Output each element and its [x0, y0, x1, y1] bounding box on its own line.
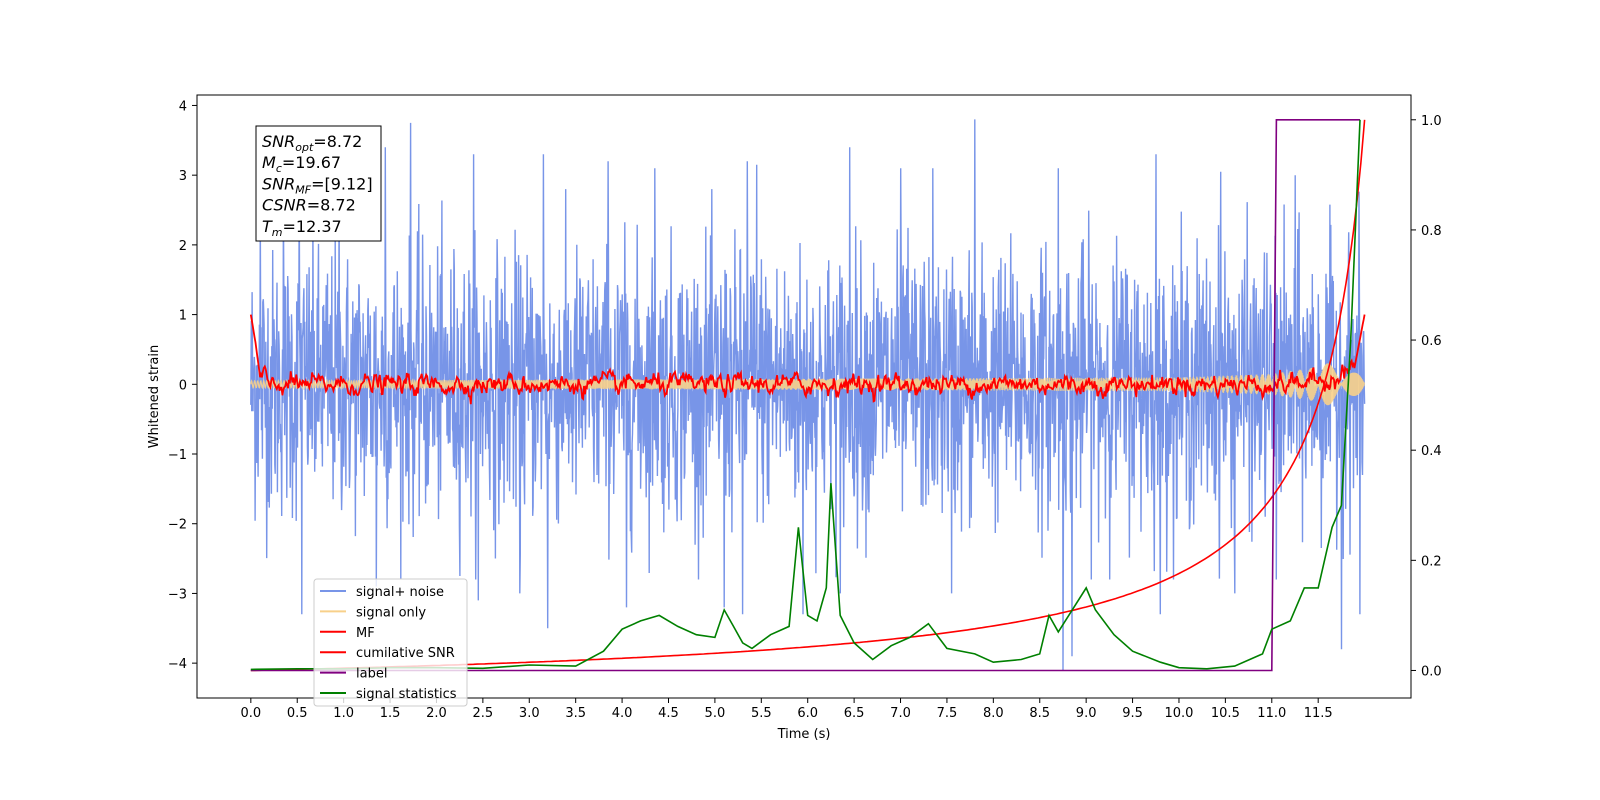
annotation-box: SNRopt=8.72Mc=19.67SNRMF=[9.12]CSNR=8.72…: [255, 125, 382, 242]
y-tick-label-left: 4: [179, 99, 187, 114]
x-tick-label: 0.5: [287, 706, 308, 721]
axes: 0.0 0.5 1.0 1.5 2.0 2.5 3.0 3.5 4.0 4.5 5.0 5.5 6.0 6…: [168, 94, 1442, 721]
x-tick-label: 11.5: [1304, 706, 1333, 721]
legend-label: signal statistics: [356, 687, 457, 702]
legend-label: cumilative SNR: [356, 646, 455, 661]
x-tick-label: 8.5: [1029, 706, 1050, 721]
legend-label: signal+ noise: [356, 585, 444, 600]
legend-label: MF: [356, 626, 375, 641]
x-tick-label: 7.0: [890, 706, 911, 721]
x-tick-label: 3.0: [519, 706, 540, 721]
annotation-line: CSNR=8.72: [262, 196, 356, 215]
y-tick-label-left: 1: [179, 309, 187, 324]
x-tick-label: 3.5: [565, 706, 586, 721]
legend-label: signal only: [356, 605, 426, 620]
y-tick-label-right: 0.4: [1421, 444, 1442, 459]
y-tick-label-left: −3: [168, 587, 187, 602]
x-tick-label: 9.5: [1122, 706, 1143, 721]
x-tick-label: 8.0: [983, 706, 1004, 721]
y-tick-label-left: 2: [179, 239, 187, 254]
y-tick-label-left: 0: [179, 378, 187, 393]
series-signal-noise: [250, 119, 1366, 671]
x-tick-label: 1.5: [380, 706, 401, 721]
y-tick-label-right: 0.0: [1421, 664, 1442, 679]
legend-frame: [313, 578, 468, 707]
x-tick-label: 10.5: [1211, 706, 1240, 721]
annotation-line: Tm=12.37: [262, 217, 342, 239]
legend-label: label: [356, 667, 387, 682]
annotation-frame: [255, 125, 382, 242]
series-mf: [249, 314, 1366, 405]
x-tick-label: 7.5: [937, 706, 958, 721]
x-tick-label: 4.5: [658, 706, 679, 721]
series-signal-statistics: [250, 119, 1361, 671]
y-tick-label-left: 3: [179, 169, 187, 184]
x-tick-label: 5.0: [705, 706, 726, 721]
y-axis-label-left: Whitened strain: [147, 345, 162, 448]
x-tick-label: 6.0: [797, 706, 818, 721]
x-tick-label: 1.0: [333, 706, 354, 721]
y-tick-label-right: 1.0: [1421, 114, 1442, 129]
y-tick-label-right: 0.8: [1421, 224, 1442, 239]
y-tick-label-left: −1: [168, 448, 187, 463]
annotation-line: SNRopt=8.72: [262, 132, 362, 154]
x-tick-label: 4.0: [612, 706, 633, 721]
annotation-line: SNRMF=[9.12]: [262, 174, 373, 196]
x-tick-label: 2.0: [426, 706, 447, 721]
series-label: [250, 119, 1360, 672]
x-tick-label: 11.0: [1257, 706, 1286, 721]
y-tick-label-right: 0.2: [1421, 554, 1442, 569]
x-tick-label: 0.0: [240, 706, 261, 721]
y-tick-label-left: −2: [168, 518, 187, 533]
x-tick-label: 2.5: [473, 706, 494, 721]
x-tick-label: 9.0: [1076, 706, 1097, 721]
x-tick-label: 10.0: [1164, 706, 1193, 721]
y-tick-label-right: 0.6: [1421, 334, 1442, 349]
legend: signal+ noise signal only MF cumilative SNR…: [313, 578, 468, 707]
plot-frame: [196, 94, 1412, 699]
x-tick-label: 5.5: [751, 706, 772, 721]
y-tick-label-left: −4: [168, 657, 187, 672]
x-tick-label: 6.5: [844, 706, 865, 721]
annotation-line: Mc=19.67: [262, 153, 341, 175]
x-axis-label: Time (s): [777, 727, 831, 742]
